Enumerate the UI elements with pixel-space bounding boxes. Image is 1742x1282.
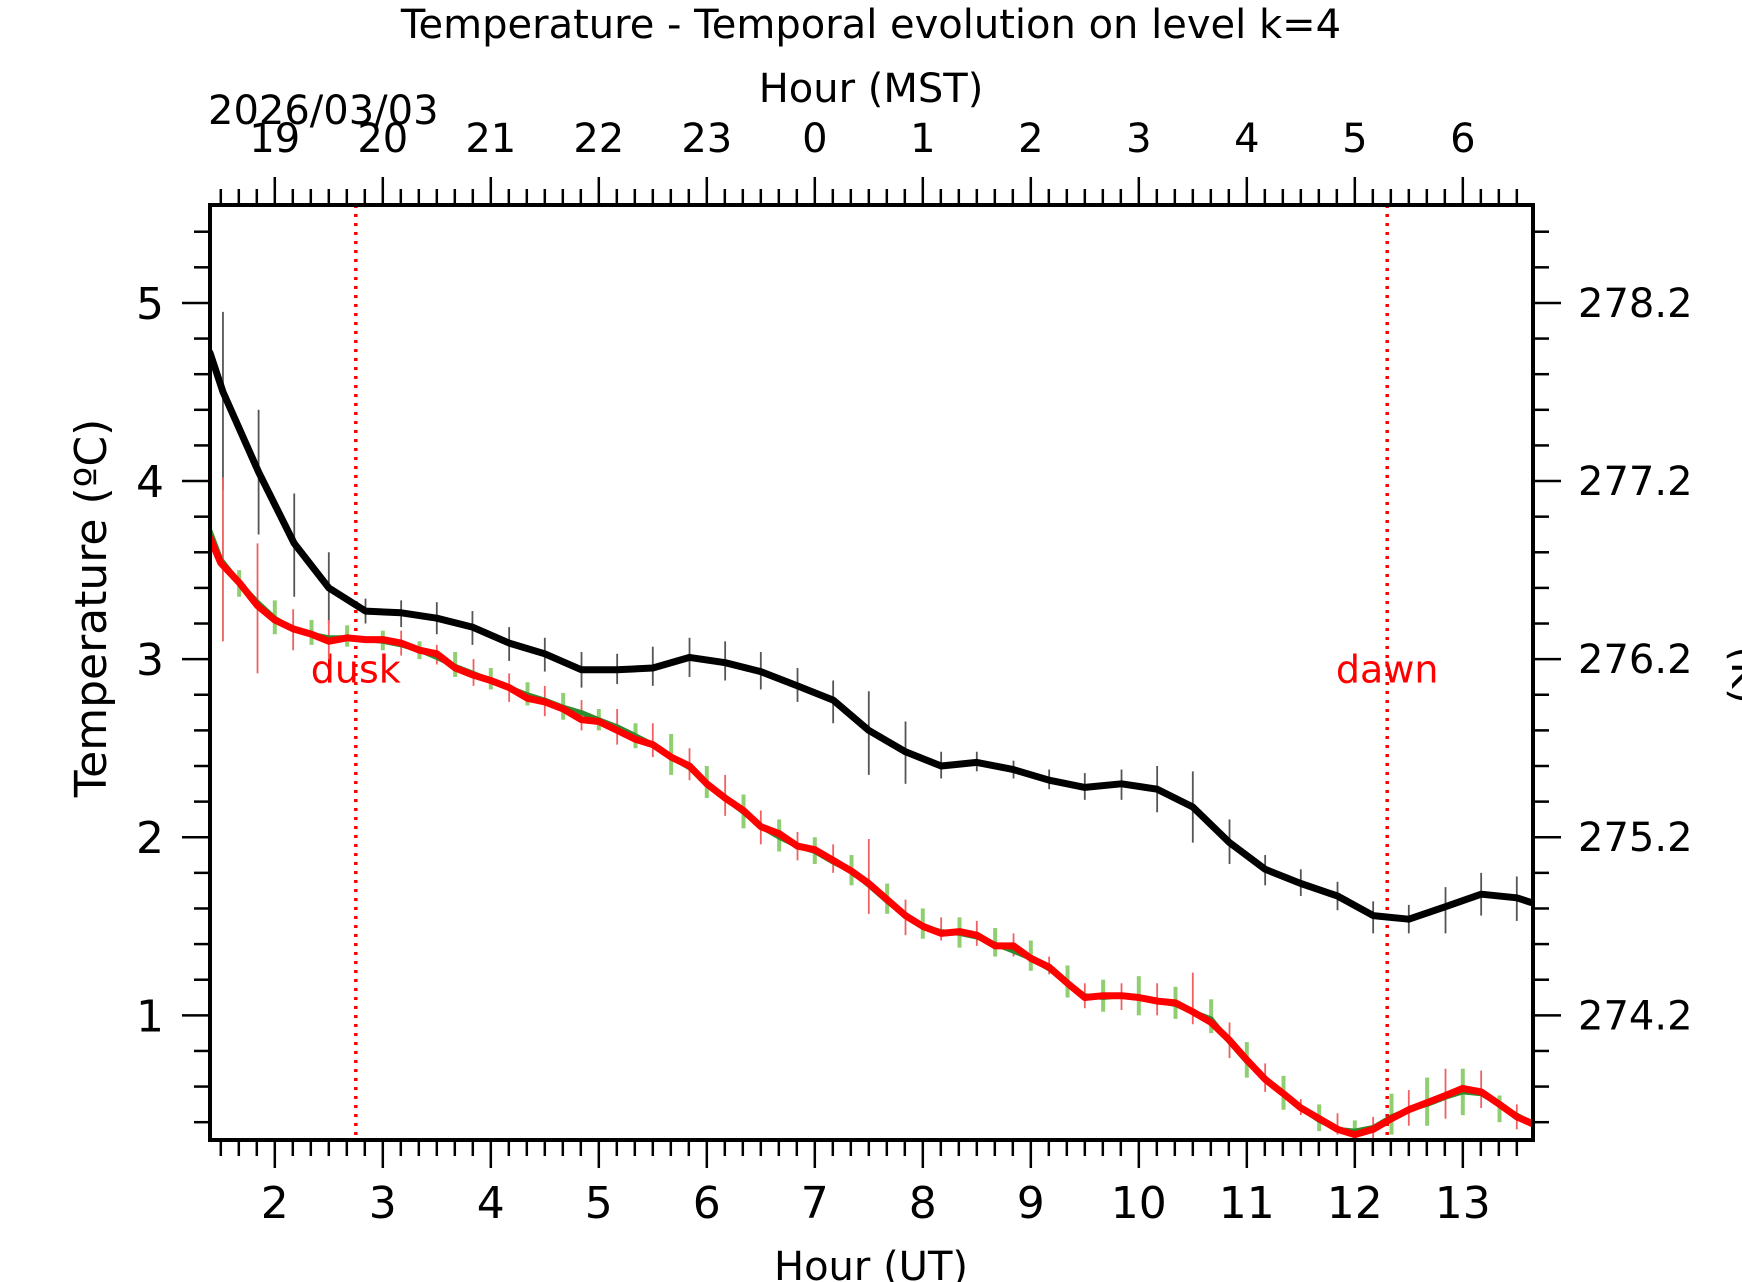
- date-label: 2026/03/03: [208, 88, 439, 134]
- x-tick-label: 2: [261, 1178, 289, 1229]
- x-tick-label: 13: [1435, 1178, 1491, 1229]
- top-tick-label: 0: [802, 116, 827, 162]
- dawn-label: dawn: [1336, 647, 1439, 691]
- x-tick-label: 8: [909, 1178, 937, 1229]
- dusk-label: dusk: [311, 647, 401, 691]
- plot-frame: [208, 203, 1535, 1142]
- x-tick-label: 4: [477, 1178, 505, 1229]
- top-tick-label: 23: [681, 116, 732, 162]
- y-tick-label: 2: [136, 813, 164, 864]
- top-tick-label: 1: [910, 116, 935, 162]
- x-tick-label: 3: [369, 1178, 397, 1229]
- y-axis-label-right: (K): [1722, 646, 1742, 703]
- x-tick-label: 6: [693, 1178, 721, 1229]
- right-tick-label: 277.2: [1578, 459, 1693, 505]
- red-series-line: [210, 534, 1533, 1139]
- y-tick-label: 4: [136, 457, 164, 508]
- x-tick-label: 5: [585, 1178, 613, 1229]
- top-tick-label: 5: [1342, 116, 1367, 162]
- x-tick-label: 10: [1111, 1178, 1167, 1229]
- y-tick-label: 1: [136, 991, 164, 1042]
- top-tick-label: 21: [465, 116, 516, 162]
- top-tick-label: 6: [1450, 116, 1475, 162]
- y-tick-label: 3: [136, 635, 164, 686]
- x-tick-label: 11: [1219, 1178, 1275, 1229]
- chart-title: Temperature - Temporal evolution on leve…: [400, 2, 1341, 48]
- green-series-line: [210, 528, 1533, 1134]
- top-tick-label: 22: [573, 116, 624, 162]
- x-tick-label: 9: [1017, 1178, 1045, 1229]
- right-tick-label: 278.2: [1578, 281, 1693, 327]
- y-axis-label-left: Temperature (ºC): [66, 419, 117, 799]
- top-tick-label: 3: [1126, 116, 1151, 162]
- top-tick-label: 19: [249, 116, 300, 162]
- bottom-axis-label: Hour (UT): [774, 1244, 968, 1282]
- right-tick-label: 274.2: [1578, 993, 1693, 1039]
- top-tick-label: 2: [1018, 116, 1043, 162]
- top-axis-label: Hour (MST): [759, 66, 984, 112]
- top-tick-label: 4: [1234, 116, 1259, 162]
- plot-area: dusk dawn: [210, 205, 1533, 1140]
- right-tick-label: 275.2: [1578, 815, 1693, 861]
- right-tick-label: 276.2: [1578, 637, 1693, 683]
- y-tick-label: 5: [136, 279, 164, 330]
- top-tick-label: 20: [357, 116, 408, 162]
- black-series-line: [210, 349, 1533, 923]
- x-tick-label: 7: [801, 1178, 829, 1229]
- x-tick-label: 12: [1327, 1178, 1383, 1229]
